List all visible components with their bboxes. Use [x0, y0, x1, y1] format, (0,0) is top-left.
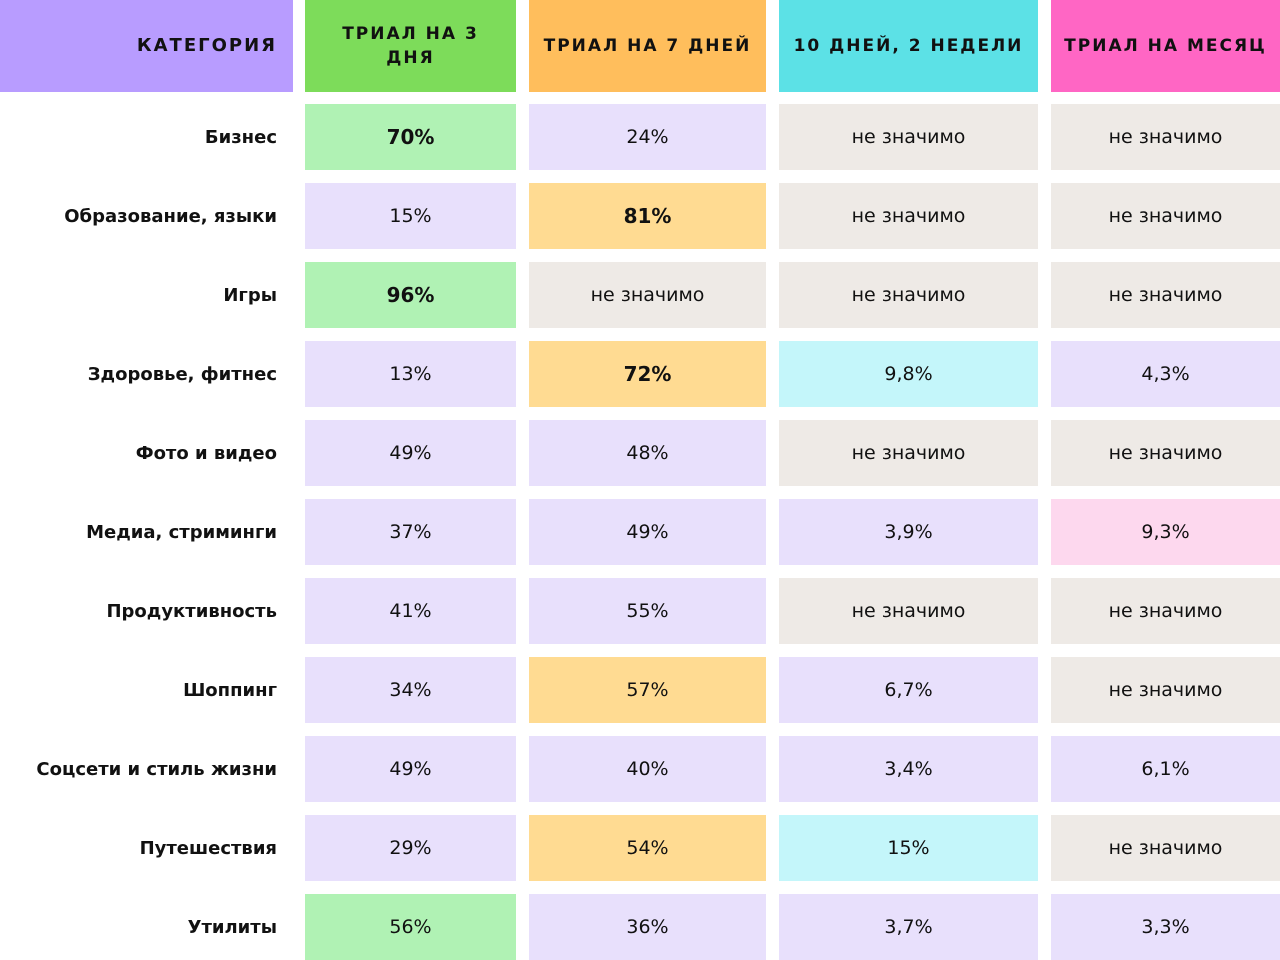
row-label: Путешествия: [139, 837, 277, 859]
table-cell: не значимо: [1051, 815, 1280, 881]
table-cell: не значимо: [1051, 183, 1280, 249]
table-cell: 15%: [305, 183, 516, 249]
table-cell: 41%: [305, 578, 516, 644]
table-cell: 96%: [305, 262, 516, 328]
table-cell: 29%: [305, 815, 516, 881]
table-cell: не значимо: [1051, 104, 1280, 170]
row-label: Здоровье, фитнес: [87, 363, 277, 385]
table-cell: 54%: [529, 815, 766, 881]
table-cell: не значимо: [779, 578, 1038, 644]
table-cell: 40%: [529, 736, 766, 802]
table-cell: 55%: [529, 578, 766, 644]
table-cell: 9,3%: [1051, 499, 1280, 565]
table-cell: 34%: [305, 657, 516, 723]
table-cell: 4,3%: [1051, 341, 1280, 407]
row-label: Медиа, стриминги: [86, 521, 277, 543]
row-label: Фото и видео: [135, 442, 277, 464]
row-label: Образование, языки: [64, 205, 277, 227]
table-cell: не значимо: [779, 183, 1038, 249]
table-cell: 37%: [305, 499, 516, 565]
column-header: Категория: [0, 0, 293, 92]
column-header: Триал на месяц: [1051, 0, 1280, 92]
row-label: Продуктивность: [106, 600, 277, 622]
table-cell: 36%: [529, 894, 766, 960]
row-label: Шоппинг: [183, 679, 277, 701]
table-cell: 3,7%: [779, 894, 1038, 960]
row-label: Бизнес: [204, 126, 277, 148]
table-cell: не значимо: [1051, 578, 1280, 644]
table-cell: 56%: [305, 894, 516, 960]
table-cell: не значимо: [779, 420, 1038, 486]
table-cell: 9,8%: [779, 341, 1038, 407]
column-header: 10 дней, 2 недели: [779, 0, 1038, 92]
table-cell: 81%: [529, 183, 766, 249]
table-cell: 49%: [305, 736, 516, 802]
table-cell: не значимо: [1051, 262, 1280, 328]
table-cell: 15%: [779, 815, 1038, 881]
table-cell: 6,1%: [1051, 736, 1280, 802]
table-cell: 3,4%: [779, 736, 1038, 802]
table-cell: не значимо: [1051, 657, 1280, 723]
table-cell: не значимо: [779, 262, 1038, 328]
table-cell: не значимо: [529, 262, 766, 328]
table-cell: 48%: [529, 420, 766, 486]
table-cell: не значимо: [779, 104, 1038, 170]
row-label: Игры: [223, 284, 277, 306]
table-cell: 49%: [529, 499, 766, 565]
table-cell: 13%: [305, 341, 516, 407]
table-cell: 49%: [305, 420, 516, 486]
table-cell: 57%: [529, 657, 766, 723]
column-header: Триал на 7 дней: [529, 0, 766, 92]
table-cell: 3,3%: [1051, 894, 1280, 960]
table-cell: 3,9%: [779, 499, 1038, 565]
table-cell: 6,7%: [779, 657, 1038, 723]
row-label: Соцсети и стиль жизни: [36, 758, 277, 780]
table-cell: не значимо: [1051, 420, 1280, 486]
table-cell: 24%: [529, 104, 766, 170]
table-cell: 70%: [305, 104, 516, 170]
table-cell: 72%: [529, 341, 766, 407]
column-header: Триал на 3 дня: [305, 0, 516, 92]
row-label: Утилиты: [187, 916, 277, 938]
